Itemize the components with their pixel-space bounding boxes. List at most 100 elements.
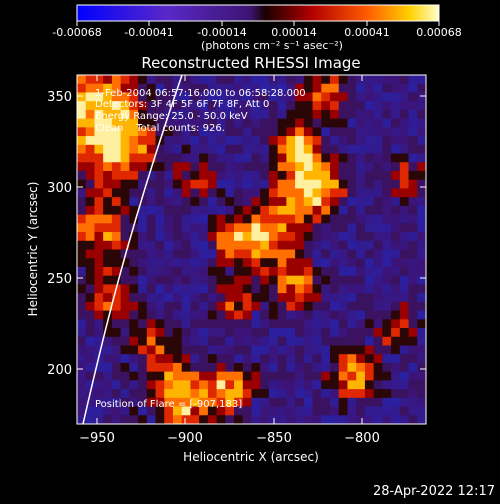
image-pixel bbox=[234, 336, 244, 347]
image-pixel bbox=[417, 310, 426, 320]
image-pixel bbox=[129, 406, 139, 416]
image-pixel bbox=[138, 266, 148, 277]
image-pixel bbox=[373, 127, 383, 137]
image-pixel bbox=[190, 83, 200, 94]
image-pixel bbox=[417, 205, 426, 216]
image-pixel bbox=[85, 197, 96, 207]
image-pixel bbox=[251, 389, 261, 399]
image-pixel bbox=[138, 101, 148, 111]
image-pixel bbox=[330, 101, 340, 111]
image-pixel bbox=[199, 118, 209, 128]
image-pixel bbox=[312, 389, 322, 399]
image-pixel bbox=[356, 249, 366, 259]
image-pixel bbox=[303, 101, 314, 111]
x-tick-label-3: −800 bbox=[344, 431, 380, 446]
image-pixel bbox=[216, 127, 226, 137]
image-pixel bbox=[312, 83, 322, 94]
image-pixel bbox=[268, 197, 279, 207]
image-pixel bbox=[103, 266, 113, 277]
image-pixel bbox=[260, 310, 270, 320]
image-pixel bbox=[164, 319, 174, 329]
image-pixel bbox=[338, 83, 349, 94]
image-pixel bbox=[251, 362, 261, 373]
image-pixel bbox=[207, 249, 218, 259]
image-pixel bbox=[391, 354, 401, 364]
image-pixel bbox=[399, 362, 410, 373]
image-pixel bbox=[225, 232, 235, 242]
image-pixel bbox=[138, 240, 148, 251]
image-pixel bbox=[77, 136, 87, 146]
image-pixel bbox=[129, 144, 139, 155]
image-pixel bbox=[417, 266, 426, 277]
image-pixel bbox=[199, 380, 209, 390]
image-pixel bbox=[181, 205, 192, 216]
image-pixel bbox=[391, 249, 401, 259]
image-pixel bbox=[164, 336, 174, 347]
image-pixel bbox=[172, 197, 183, 207]
image-pixel bbox=[356, 319, 366, 329]
image-pixel bbox=[172, 188, 183, 198]
image-pixel bbox=[321, 345, 331, 355]
image-pixel bbox=[77, 415, 87, 424]
image-pixel bbox=[199, 415, 209, 424]
image-pixel bbox=[120, 223, 130, 233]
image-pixel bbox=[364, 397, 375, 408]
image-pixel bbox=[103, 170, 113, 181]
image-pixel bbox=[190, 275, 200, 285]
image-pixel bbox=[391, 92, 401, 102]
image-pixel bbox=[321, 153, 331, 163]
image-pixel bbox=[164, 371, 174, 381]
image-pixel bbox=[164, 127, 174, 137]
image-pixel bbox=[164, 362, 174, 373]
image-pixel bbox=[164, 258, 174, 268]
image-pixel bbox=[373, 214, 383, 224]
image-pixel bbox=[242, 319, 253, 329]
image-pixel bbox=[120, 153, 130, 163]
image-pixel bbox=[146, 118, 157, 128]
image-pixel bbox=[277, 415, 287, 424]
image-pixel bbox=[391, 83, 401, 94]
image-pixel bbox=[268, 144, 279, 155]
image-pixel bbox=[295, 127, 305, 137]
image-pixel bbox=[286, 319, 296, 329]
image-pixel bbox=[94, 136, 104, 146]
image-pixel bbox=[286, 328, 296, 338]
image-pixel bbox=[199, 249, 209, 259]
image-pixel bbox=[356, 188, 366, 198]
image-pixel bbox=[399, 371, 410, 381]
image-pixel bbox=[260, 232, 270, 242]
image-pixel bbox=[234, 397, 244, 408]
image-pixel bbox=[234, 362, 244, 373]
image-pixel bbox=[373, 83, 383, 94]
image-pixel bbox=[120, 188, 130, 198]
image-pixel bbox=[129, 136, 139, 146]
image-pixel bbox=[260, 223, 270, 233]
image-pixel bbox=[399, 336, 410, 347]
image-pixel bbox=[85, 362, 96, 373]
image-pixel bbox=[251, 92, 261, 102]
image-pixel bbox=[94, 232, 104, 242]
image-pixel bbox=[225, 144, 235, 155]
image-pixel bbox=[242, 170, 253, 181]
image-pixel bbox=[382, 389, 392, 399]
image-pixel bbox=[138, 328, 148, 338]
image-pixel bbox=[303, 310, 314, 320]
image-pixel bbox=[312, 136, 322, 146]
image-pixel bbox=[85, 118, 96, 128]
image-pixel bbox=[85, 232, 96, 242]
image-pixel bbox=[207, 223, 218, 233]
image-pixel bbox=[408, 371, 418, 381]
image-pixel bbox=[129, 240, 139, 251]
image-pixel bbox=[321, 328, 331, 338]
image-pixel bbox=[77, 92, 87, 102]
image-pixel bbox=[190, 197, 200, 207]
image-pixel bbox=[417, 328, 426, 338]
image-pixel bbox=[391, 319, 401, 329]
image-pixel bbox=[338, 293, 349, 303]
image-pixel bbox=[303, 240, 314, 251]
image-pixel bbox=[234, 101, 244, 111]
image-pixel bbox=[155, 275, 165, 285]
image-pixel bbox=[303, 406, 314, 416]
image-pixel bbox=[382, 397, 392, 408]
image-pixel bbox=[373, 371, 383, 381]
